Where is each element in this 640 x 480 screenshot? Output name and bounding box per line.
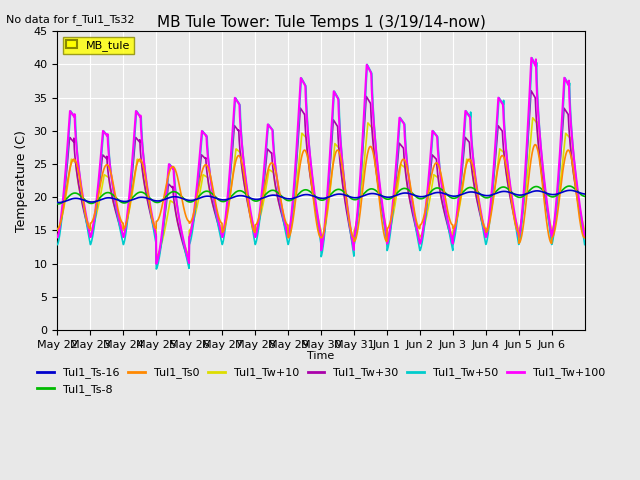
Tul1_Tw+30 [573, 197, 581, 203]
Tul1_Tw+100 [527, 55, 535, 60]
Tul1_Tw+50 [54, 242, 61, 248]
Tul1_Tw+100 [54, 234, 61, 240]
Tul1_Ts-16 [573, 189, 581, 195]
Tul1_Ts0 [353, 234, 360, 240]
Tul1_Tw+50 [581, 242, 589, 248]
Tul1_Ts-8 [573, 189, 581, 194]
Tul1_Ts-8 [106, 190, 114, 196]
Tul1_Ts-8 [54, 201, 61, 207]
Tul1_Ts0 [548, 240, 556, 246]
Tul1_Tw+30 [220, 228, 228, 233]
Tul1_Ts-16 [54, 200, 61, 205]
Tul1_Ts-16 [566, 188, 574, 193]
Tul1_Tw+10 [152, 254, 160, 260]
Tul1_Tw+100 [152, 261, 160, 266]
Tul1_Ts0 [106, 167, 114, 173]
Tul1_Ts0 [479, 222, 487, 228]
Tul1_Ts-8 [509, 191, 517, 197]
Text: No data for f_Tul1_Ts32: No data for f_Tul1_Ts32 [6, 14, 135, 25]
Title: MB Tule Tower: Tule Temps 1 (3/19/14-now): MB Tule Tower: Tule Temps 1 (3/19/14-now… [157, 15, 486, 30]
Line: Tul1_Ts-16: Tul1_Ts-16 [58, 191, 585, 203]
Tul1_Ts-16 [581, 191, 589, 197]
Tul1_Tw+10 [54, 228, 61, 233]
Tul1_Ts-8 [566, 183, 573, 189]
Tul1_Tw+10 [581, 228, 589, 233]
Tul1_Ts-16 [106, 195, 114, 201]
Tul1_Tw+30 [509, 211, 517, 217]
Tul1_Ts-8 [480, 194, 488, 200]
Tul1_Tw+10 [509, 208, 517, 214]
Tul1_Ts-16 [509, 191, 517, 197]
Tul1_Tw+10 [353, 218, 360, 224]
Tul1_Tw+50 [509, 208, 517, 214]
Line: Tul1_Ts0: Tul1_Ts0 [58, 144, 585, 243]
Tul1_Tw+30 [581, 234, 589, 240]
Tul1_Tw+100 [581, 234, 589, 240]
Tul1_Tw+50 [573, 189, 581, 195]
Tul1_Tw+100 [353, 217, 360, 223]
Tul1_Tw+50 [152, 266, 160, 272]
Tul1_Tw+100 [573, 186, 581, 192]
Tul1_Ts0 [581, 235, 589, 240]
Tul1_Ts-8 [353, 196, 360, 202]
Tul1_Ts-8 [581, 193, 589, 199]
Line: Tul1_Tw+30: Tul1_Tw+30 [58, 91, 585, 264]
Y-axis label: Temperature (C): Temperature (C) [15, 130, 28, 231]
Tul1_Tw+50 [353, 226, 360, 231]
Tul1_Ts-16 [220, 197, 228, 203]
Tul1_Tw+30 [353, 220, 360, 226]
X-axis label: Time: Time [307, 351, 335, 361]
Tul1_Ts0 [220, 228, 228, 233]
Tul1_Tw+100 [480, 224, 488, 229]
Tul1_Ts-8 [220, 199, 228, 204]
Line: Tul1_Ts-8: Tul1_Ts-8 [58, 186, 585, 204]
Tul1_Ts-16 [480, 192, 488, 198]
Tul1_Tw+100 [220, 226, 228, 232]
Tul1_Tw+10 [573, 195, 581, 201]
Tul1_Ts-16 [353, 195, 360, 201]
Tul1_Tw+100 [509, 204, 517, 210]
Tul1_Tw+50 [220, 234, 228, 240]
Tul1_Tw+50 [106, 161, 114, 167]
Tul1_Tw+30 [527, 88, 535, 94]
Tul1_Tw+10 [480, 221, 488, 227]
Tul1_Ts-16 [55, 200, 63, 205]
Tul1_Ts0 [573, 201, 581, 206]
Tul1_Tw+100 [106, 164, 114, 169]
Line: Tul1_Tw+50: Tul1_Tw+50 [58, 58, 585, 269]
Tul1_Tw+30 [54, 234, 61, 240]
Tul1_Tw+10 [529, 115, 536, 120]
Tul1_Tw+30 [106, 183, 114, 189]
Tul1_Tw+10 [106, 185, 114, 191]
Line: Tul1_Tw+10: Tul1_Tw+10 [58, 118, 585, 257]
Line: Tul1_Tw+100: Tul1_Tw+100 [58, 58, 585, 264]
Tul1_Tw+10 [220, 224, 228, 229]
Tul1_Ts0 [54, 226, 61, 231]
Tul1_Ts-8 [54, 201, 62, 207]
Tul1_Ts0 [531, 142, 539, 147]
Tul1_Ts0 [509, 210, 517, 216]
Tul1_Tw+30 [152, 261, 160, 266]
Legend: Tul1_Ts-16, Tul1_Ts-8, Tul1_Ts0, Tul1_Tw+10, Tul1_Tw+30, Tul1_Tw+50, Tul1_Tw+100: Tul1_Ts-16, Tul1_Ts-8, Tul1_Ts0, Tul1_Tw… [33, 363, 609, 399]
Tul1_Tw+50 [528, 55, 536, 61]
Tul1_Tw+50 [480, 230, 488, 236]
Tul1_Tw+30 [480, 227, 488, 232]
